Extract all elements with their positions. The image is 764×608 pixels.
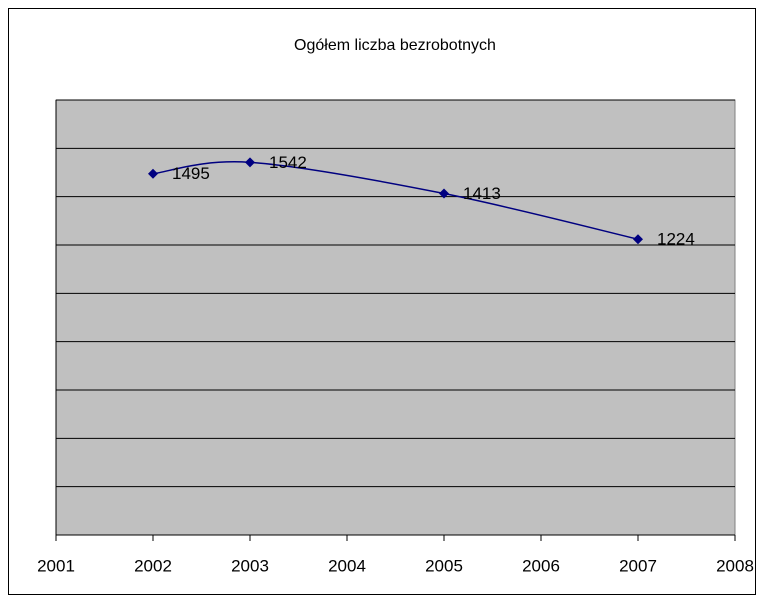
data-label: 1224 bbox=[657, 230, 695, 249]
data-label: 1413 bbox=[463, 184, 501, 203]
x-tick-label: 2006 bbox=[522, 556, 560, 575]
chart-title: Ogółem liczba bezrobotnych bbox=[294, 37, 496, 54]
marker bbox=[245, 157, 255, 168]
x-tick-label: 2007 bbox=[619, 556, 657, 575]
marker bbox=[633, 234, 643, 245]
x-tick-label: 2004 bbox=[328, 556, 366, 575]
x-tick-label: 2005 bbox=[425, 556, 463, 575]
data-label: 1542 bbox=[269, 153, 307, 172]
x-tick-label: 2003 bbox=[231, 556, 269, 575]
x-tick-label: 2002 bbox=[134, 556, 172, 575]
line bbox=[152, 161, 639, 240]
marker bbox=[148, 168, 158, 179]
data-label: 1495 bbox=[172, 164, 210, 183]
plot-area bbox=[55, 99, 736, 536]
x-tick-label: 2008 bbox=[716, 556, 754, 575]
x-tick-label: 2001 bbox=[37, 556, 75, 575]
marker bbox=[439, 188, 449, 199]
